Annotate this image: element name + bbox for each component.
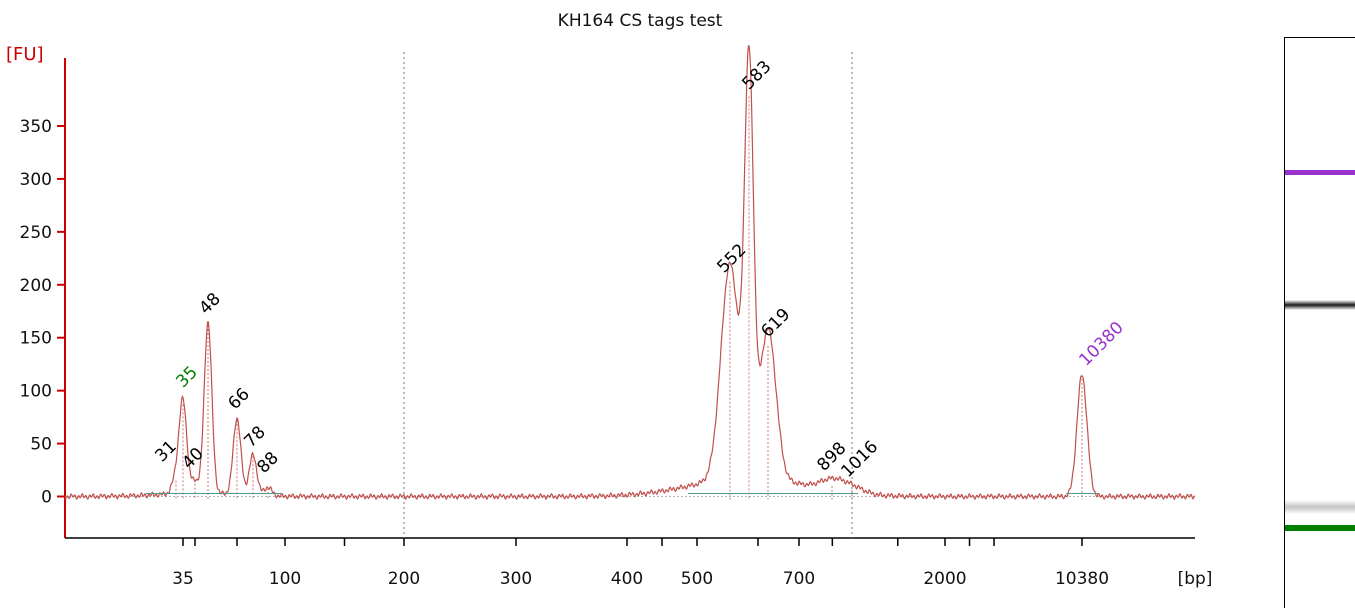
y-tick-label: 0 <box>41 488 52 508</box>
y-tick-label: 250 <box>20 223 52 243</box>
electropherogram-chart: KH164 CS tags test 0 50 100 150 200 250 300 350… <box>6 11 1212 589</box>
x-tick-label: 10380 <box>1055 569 1109 589</box>
peak-label: 552 <box>713 240 750 277</box>
peak-label: 66 <box>224 384 253 413</box>
x-tick-label: 35 <box>172 569 194 589</box>
gel-band <box>1285 525 1355 531</box>
x-tick-label: 200 <box>388 569 420 589</box>
peak-label: 583 <box>738 57 775 94</box>
peak-label: 10380 <box>1075 318 1127 370</box>
peak-label: 619 <box>757 305 794 342</box>
y-tick-label: 200 <box>20 276 52 296</box>
electropherogram-trace <box>64 45 1196 500</box>
peak-label: 48 <box>195 289 224 318</box>
plot-area: 0 50 100 150 200 250 300 350 [FU] 35 100 200 300 400 5… <box>6 44 1212 589</box>
gel-lane <box>1284 37 1355 608</box>
y-tick-label: 150 <box>20 329 52 349</box>
y-tick-label: 350 <box>20 117 52 137</box>
x-tick-label: 300 <box>500 569 532 589</box>
x-tick-label: 700 <box>783 569 815 589</box>
gel-band <box>1285 500 1355 514</box>
x-axis-label: [bp] <box>1178 569 1213 589</box>
gel-band <box>1285 170 1355 175</box>
y-tick-label: 100 <box>20 382 52 402</box>
peak-label: 78 <box>240 422 269 451</box>
peak-label: 88 <box>253 448 282 477</box>
x-tick-label: 400 <box>611 569 643 589</box>
y-axis-label: [FU] <box>6 44 44 65</box>
y-tick-label: 50 <box>30 435 52 455</box>
peak-label: 1016 <box>837 437 882 482</box>
x-tick-label: 2000 <box>923 569 966 589</box>
x-tick-label: 100 <box>269 569 301 589</box>
chart-title: KH164 CS tags test <box>558 11 723 31</box>
x-tick-label: 500 <box>681 569 713 589</box>
peak-label: 35 <box>172 362 201 391</box>
gel-band <box>1285 300 1355 310</box>
y-tick-label: 300 <box>20 170 52 190</box>
